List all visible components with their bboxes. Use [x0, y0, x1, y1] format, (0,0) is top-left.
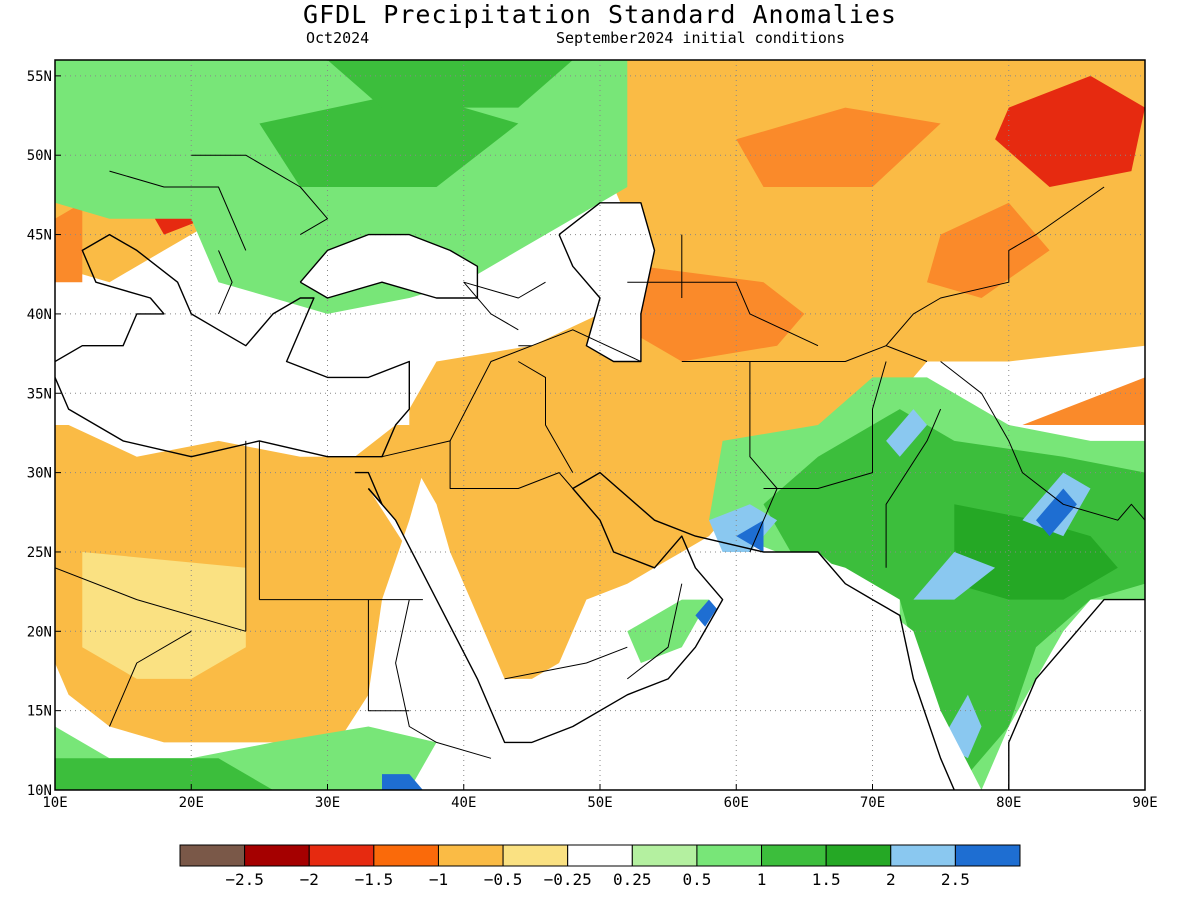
- colorbar-label-7: 0.5: [682, 870, 711, 889]
- lat-tick-label-45: 45N: [27, 228, 52, 244]
- colorbar-swatch-7: [631, 844, 698, 867]
- border-22: [109, 170, 247, 251]
- colorbar-label-3: −1: [429, 870, 448, 889]
- anomaly-region-13: [327, 60, 573, 108]
- lat-tick-label-30: 30N: [27, 466, 52, 482]
- border-8: [681, 361, 778, 553]
- anomaly-region-27: [627, 599, 709, 663]
- border-21: [191, 154, 328, 236]
- colorbar-swatch-12: [954, 844, 1021, 867]
- border-4: [381, 440, 574, 489]
- colorbar-swatch-0: [179, 844, 246, 867]
- sea-area-2: [55, 313, 410, 457]
- border-11: [885, 186, 1105, 347]
- border-5: [449, 345, 533, 442]
- map-title: GFDL Precipitation Standard Anomalies: [303, 0, 897, 29]
- anomaly-region-16: [954, 504, 1118, 600]
- colorbar-swatch-5: [502, 844, 569, 867]
- anomaly-region-22: [913, 552, 996, 600]
- lon-tick-label-50: 50E: [587, 795, 612, 811]
- lon-tick-label-80: 80E: [996, 795, 1021, 811]
- border-18: [395, 599, 492, 759]
- lon-tick-label-60: 60E: [724, 795, 749, 811]
- lat-tick-label-10: 10N: [27, 783, 52, 799]
- colorbar-label-6: 0.25: [613, 870, 652, 889]
- colorbar-swatch-4: [437, 844, 504, 867]
- sea-area-0: [300, 234, 478, 298]
- coastline-3: [367, 471, 1145, 790]
- border-12: [627, 281, 819, 347]
- anomaly-region-4: [927, 202, 1050, 298]
- border-24: [463, 281, 546, 331]
- lon-tick-label-40: 40E: [451, 795, 476, 811]
- coastline-0: [55, 233, 410, 458]
- anomaly-region-21: [886, 409, 927, 457]
- forecast-month: Oct2024: [306, 29, 370, 47]
- border-16: [626, 583, 683, 680]
- lat-tick-label-40: 40N: [27, 307, 52, 323]
- colorbar-label-2: −1.5: [355, 870, 394, 889]
- sea-area-1: [559, 202, 655, 362]
- border-20: [109, 630, 192, 727]
- coastline-4: [354, 471, 383, 505]
- anomaly-region-12: [259, 91, 519, 187]
- border-17: [504, 646, 628, 680]
- anomaly-region-20: [736, 520, 764, 552]
- coastline-1: [299, 233, 479, 299]
- colorbar-swatch-2: [308, 844, 375, 867]
- border-6: [518, 361, 574, 473]
- colorbar-swatch-10: [825, 844, 892, 867]
- lat-tick-label-50: 50N: [27, 148, 52, 164]
- colorbar-label-8: 1: [757, 870, 767, 889]
- colorbar-swatch-8: [696, 844, 763, 867]
- anomaly-region-18: [1036, 488, 1077, 537]
- colorbar-swatch-11: [890, 844, 956, 867]
- colorbar-label-9: 1.5: [812, 870, 841, 889]
- lon-tick-label-10: 10E: [42, 795, 67, 811]
- lon-tick-label-70: 70E: [860, 795, 885, 811]
- sea-area-3: [600, 552, 982, 790]
- colorbar-swatch-9: [761, 844, 827, 867]
- colorbar-swatch-3: [373, 844, 439, 867]
- lat-tick-label-25: 25N: [27, 545, 52, 561]
- anomaly-region-10: [55, 202, 83, 283]
- colorbar-label-5: −0.25: [544, 870, 592, 889]
- border-7: [518, 329, 642, 362]
- border-9: [749, 345, 928, 362]
- anomaly-region-26: [382, 774, 423, 790]
- colorbar: −2.5 −2 −1.5 −1 −0.5 −0.25 0.25 0.5 1 1.5 2 2.5: [179, 844, 1021, 889]
- border-19: [367, 599, 410, 712]
- colorbar-label-1: −2: [300, 870, 319, 889]
- lon-tick-label-30: 30E: [315, 795, 340, 811]
- anomaly-region-25: [55, 758, 273, 790]
- lat-tick-label-35: 35N: [27, 386, 52, 402]
- initial-conditions: September2024 initial conditions: [556, 29, 845, 47]
- anomaly-region-28: [695, 599, 723, 632]
- anomaly-region-3: [995, 75, 1145, 187]
- colorbar-label-10: 2: [886, 870, 896, 889]
- anomaly-region-5: [1022, 377, 1145, 425]
- anomaly-region-0: [409, 60, 1145, 679]
- lat-tick-label-55: 55N: [27, 69, 52, 85]
- border-3: [55, 567, 246, 632]
- colorbar-label-4: −0.5: [484, 870, 523, 889]
- border-15: [885, 408, 942, 568]
- anomaly-region-2: [736, 107, 941, 187]
- lon-tick-label-20: 20E: [179, 795, 204, 811]
- colorbar-swatch-6: [567, 844, 633, 867]
- map-content: [55, 60, 1145, 790]
- anomaly-region-7: [82, 552, 246, 679]
- border-14: [940, 361, 1145, 521]
- lon-tick-label-90: 90E: [1132, 795, 1157, 811]
- lat-tick-label-15: 15N: [27, 704, 52, 720]
- colorbar-label-11: 2.5: [941, 870, 970, 889]
- border-10: [763, 361, 887, 489]
- lat-tick-label-20: 20N: [27, 624, 52, 640]
- colorbar-label-0: −2.5: [225, 870, 264, 889]
- colorbar-swatch-1: [244, 844, 310, 867]
- border-23: [218, 250, 233, 315]
